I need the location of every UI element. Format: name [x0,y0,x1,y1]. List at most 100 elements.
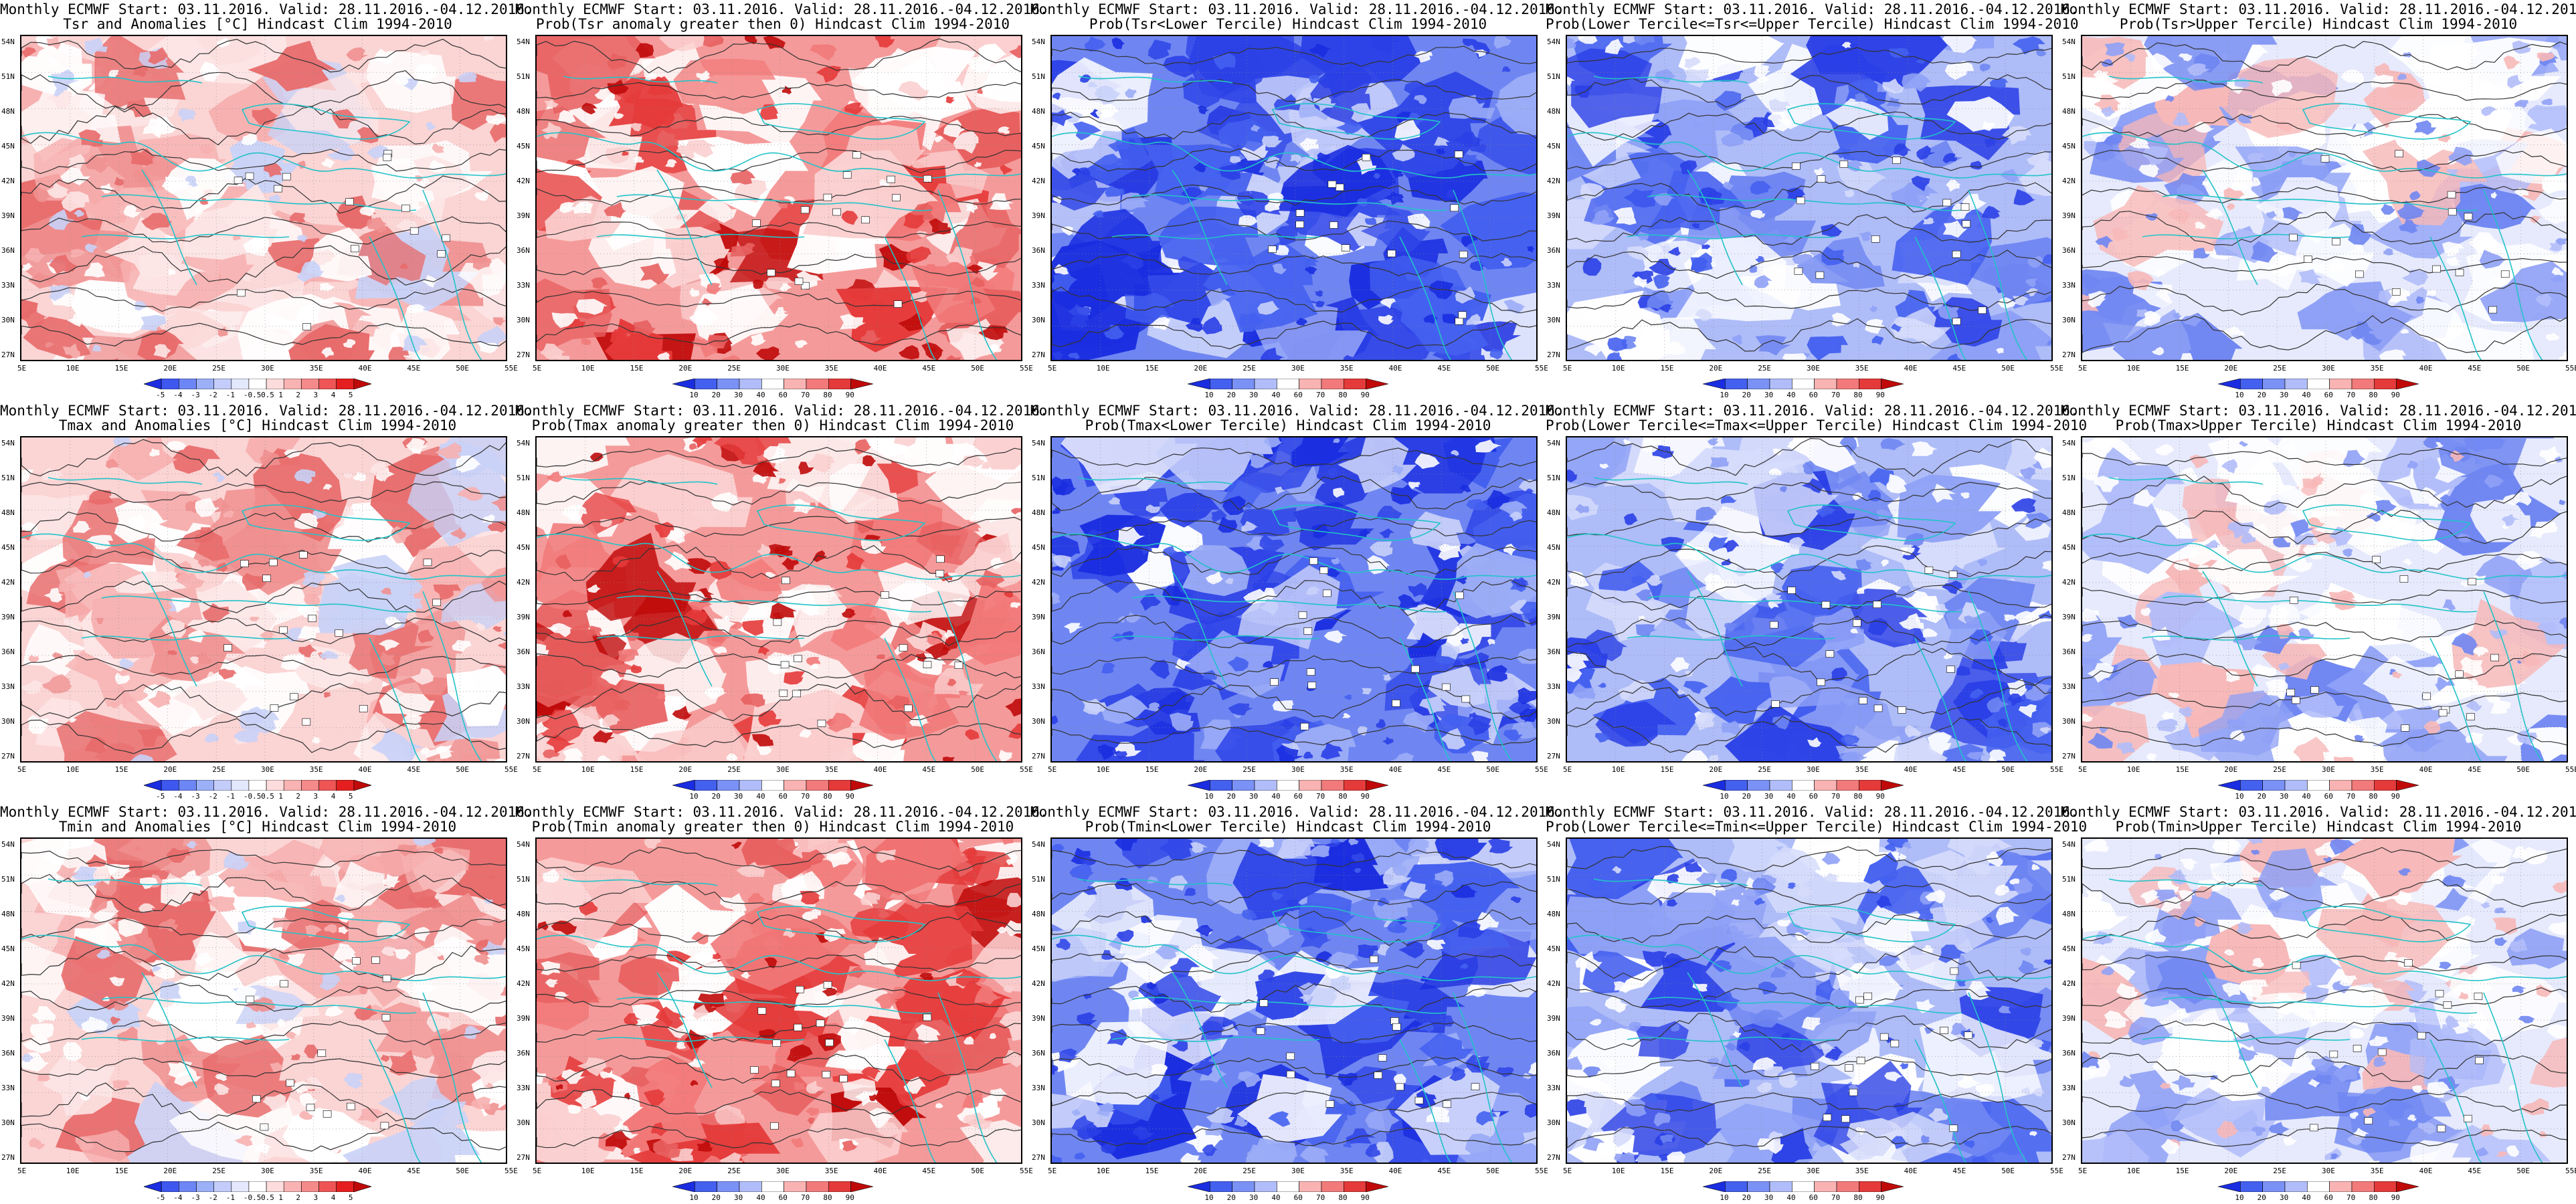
map-field [1567,437,2051,761]
coastline [48,878,203,886]
latitude-label: 39N [1032,211,1045,220]
colorbar-label: 30 [1249,1193,1259,1202]
contour-label-box [1839,161,1849,168]
latitude-label: 48N [2062,508,2076,517]
longitude-label: 10E [1096,364,1110,373]
shaded-region [1238,565,1349,649]
contour-label-box [923,175,932,183]
longitude-label: 20E [1709,1167,1723,1175]
latitude-label: 36N [2062,1049,2076,1058]
shaded-region [537,437,630,477]
panel-title-line2: Prob(Tmin<Lower Tercile) Hindcast Clim 1… [1085,819,1491,835]
contour-label-box [1329,221,1338,229]
map-field [1567,36,2051,360]
coastline [1172,571,1228,687]
contour-label-box [345,198,354,205]
latitude-label: 27N [1547,752,1560,761]
isotherm-contour [1052,517,1536,538]
shaded-region [458,258,506,298]
contour-label-box [2475,1057,2484,1064]
coastline [2202,169,2258,286]
contour-label-box [252,1095,261,1103]
latitude-label: 36N [1547,647,1560,656]
latitude-label: 48N [1,107,15,116]
shaded-region [907,1005,1019,1077]
colorbar-swatch [694,780,717,791]
isotherm-contour [1567,74,2051,108]
map-panel: Monthly ECMWF Start: 03.11.2016. Valid: … [1030,0,1564,401]
longitude-label: 40E [873,364,887,373]
colorbar-label: 90 [1360,391,1370,399]
shaded-region [1927,732,1952,755]
isotherm-contour [1567,614,2051,649]
isotherm-contour [21,148,506,175]
colorbar-swatch [301,379,319,389]
longitude-label: 25E [212,765,226,774]
latitude-label: 54N [1547,37,1560,46]
contour-label-box [752,219,761,227]
longitude-label: 35E [309,1167,323,1175]
coastline [2108,878,2264,886]
colorbar-swatch [2374,379,2397,389]
longitude-label: 20E [678,765,693,774]
isotherm-contour [1052,447,1536,468]
coastline [1647,595,1962,613]
panel-title-line2: Prob(Tsr<Lower Tercile) Hindcast Clim 19… [1089,16,1487,32]
colorbar-swatch [144,1181,162,1192]
contour-label-box [2364,1117,2373,1124]
panel-title-line1: Monthly ECMWF Start: 03.11.2016. Valid: … [1546,804,2079,820]
coastline [1647,997,1962,1014]
shaded-region [803,150,939,239]
coastline [2202,571,2258,687]
longitude-label: 50E [2516,765,2531,774]
panel-title-line1: Monthly ECMWF Start: 03.11.2016. Valid: … [1030,1,1564,17]
isotherm-contour [21,287,506,312]
latitude-label: 42N [2062,177,2076,185]
colorbar-swatch [2351,780,2375,791]
colorbar-label: 80 [1853,1193,1863,1202]
colorbar: 10 20 30 40 60 70 80 90 [2218,1181,2419,1202]
colorbar-label: 10 [1204,1193,1214,1202]
longitude-label: 10E [2126,765,2140,774]
isotherm-contour [2082,619,2567,642]
contour-label-box [1455,591,1464,599]
longitude-label: 55E [1020,364,1033,373]
coastline [141,169,197,286]
contour-label-box [270,704,279,712]
longitude-label: 25E [727,1167,741,1175]
latitude-label: 33N [1547,1084,1560,1092]
contour-label-box [1787,587,1797,594]
colorbar-swatch [231,780,250,791]
contour-label-box [816,1019,825,1027]
coastline [656,972,713,1088]
latitude-label: 45N [517,944,530,953]
colorbar-label: 0.5 [261,1193,274,1202]
colorbar-label: 90 [1875,391,1885,399]
latitude-label: 45N [1032,142,1045,150]
shaded-region [2187,533,2231,566]
colorbar-swatch [1724,1181,1748,1192]
isotherm-contour [537,587,1021,605]
colorbar-label: 40 [1786,391,1796,399]
coastline [537,533,1021,580]
colorbar-swatch [1747,1181,1770,1192]
shaded-region [2524,104,2567,136]
contour-label-box [2447,191,2456,199]
coastline [21,533,506,580]
contour-label-box [1370,955,1378,963]
colorbar-swatch [2396,1181,2419,1192]
contour-label-box [352,957,361,965]
shaded-region [970,930,1021,992]
longitude-label: 25E [1243,1167,1257,1175]
colorbar-swatch [2329,780,2353,791]
map-panel: Monthly ECMWF Start: 03.11.2016. Valid: … [1546,0,2079,401]
colorbar-swatch [1703,1181,1726,1192]
colorbar-label: -1 [225,792,236,801]
contour-label-box [2463,1114,2472,1122]
isotherm-contour [1052,112,1536,140]
longitude-label: 40E [1904,765,1918,774]
colorbar-swatch [1254,1181,1277,1192]
shaded-region [1633,1021,1689,1060]
latitude-label: 51N [517,875,530,884]
coastline [1111,635,1320,641]
